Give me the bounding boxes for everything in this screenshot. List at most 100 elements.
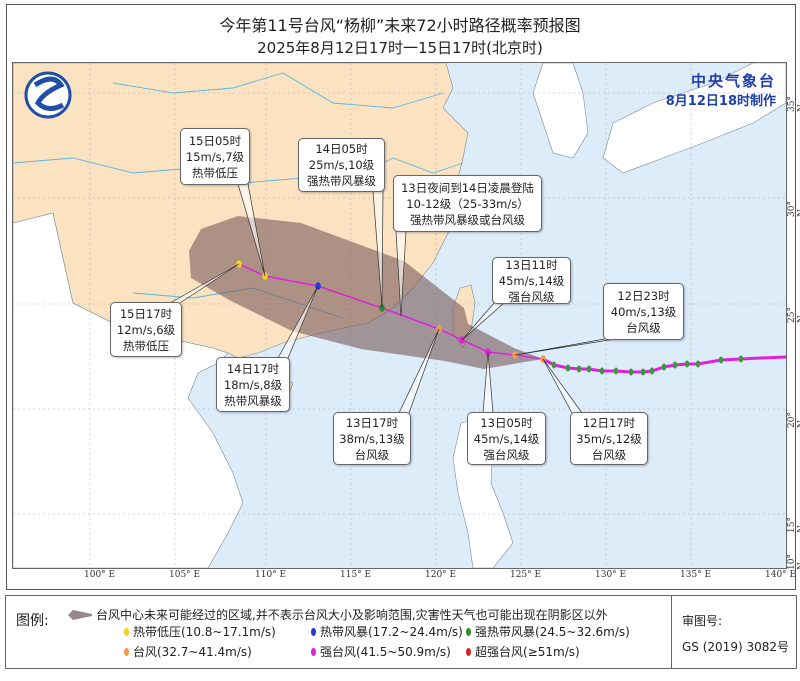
legend-dot-icon — [466, 627, 471, 636]
track-label: 14日17时 18m/s,8级 热带风暴级 — [216, 357, 290, 412]
past-track-point — [613, 367, 619, 375]
track-label-wind: 12m/s,6级 — [116, 322, 176, 337]
longitude-label: 135° E — [680, 570, 712, 580]
track-label-wind: 38m/s,13级 — [339, 431, 405, 446]
legend-item: 热带风暴(17.2~24.4m/s) — [311, 623, 463, 640]
latitude-label: 35° N — [787, 96, 800, 112]
longitude-label: 140° E — [765, 570, 797, 580]
legend-item-label: 强台风(41.5~50.9m/s) — [320, 645, 451, 659]
legend-item: 超强台风(≥51m/s) — [466, 643, 580, 660]
legend-cone-text: 台风中心未来可能经过的区域,并不表示台风大小及影响范围,灾害性天气也可能出现在阴… — [96, 608, 608, 622]
past-track-point — [649, 367, 655, 375]
track-label-wind: 40m/s,13级 — [610, 304, 677, 319]
legend-item: 强台风(41.5~50.9m/s) — [311, 643, 451, 660]
track-label-time: 12日17时 — [582, 415, 636, 430]
past-track-point — [599, 367, 605, 375]
label-pointer — [372, 190, 384, 309]
past-track-point — [565, 364, 571, 372]
korea-land — [532, 63, 589, 159]
label-pointer — [237, 183, 266, 277]
label-pointer — [277, 285, 319, 359]
past-track-point — [661, 363, 667, 371]
label-pointers — [169, 183, 616, 414]
latitude-label: 10° N — [787, 554, 800, 570]
latitude-label: 30° N — [787, 201, 800, 217]
legend-dot-icon — [124, 627, 129, 636]
legend: 图例: 台风中心未来可能经过的区域,并不表示台风大小及影响范围,灾害性天气也可能… — [5, 595, 797, 669]
latitude-label: 25° N — [787, 307, 800, 323]
legend-item-label: 强热带风暴(24.5~32.6m/s) — [475, 625, 630, 639]
legend-item-label: 热带风暴(17.2~24.4m/s) — [320, 625, 463, 639]
track-label: 13日05时 45m/s,14级 强台风级 — [467, 412, 546, 465]
track-label-level: 热带低压 — [123, 338, 169, 353]
legend-heading: 图例: — [16, 613, 49, 629]
map-canvas — [13, 63, 786, 568]
track-label-time: 14日17时 — [226, 361, 280, 376]
past-track-point — [695, 360, 701, 368]
track-label-wind: 45m/s,14级 — [473, 431, 540, 446]
track-label: 14日05时 25m/s,10级 强热带风暴级 — [298, 138, 385, 192]
track-label: 13日11时 45m/s,14级 强台风级 — [492, 257, 571, 304]
track-label: 12日17时 35m/s,12级 台风级 — [570, 412, 648, 465]
approval-number: GS (2019) 3082号 — [682, 640, 789, 654]
label-pointer — [169, 263, 240, 304]
legend-cone: 台风中心未来可能经过的区域,并不表示台风大小及影响范围,灾害性天气也可能出现在阴… — [68, 606, 608, 623]
longitude-label: 100° E — [84, 570, 116, 580]
past-track-point — [684, 360, 690, 368]
past-track-point — [628, 368, 634, 376]
legend-dot-icon — [466, 647, 471, 656]
track-label-wind: 35m/s,12级 — [576, 431, 642, 446]
cma-logo — [24, 71, 72, 119]
past-track-point — [576, 365, 582, 373]
legend-item: 台风(32.7~41.4m/s) — [124, 643, 252, 660]
track-label-wind: 45m/s,14级 — [498, 273, 565, 288]
track-label: 13日17时 38m/s,13级 台风级 — [333, 412, 411, 465]
track-label-time: 15日05时 — [188, 133, 242, 148]
track-label-level: 台风级 — [591, 447, 627, 462]
longitude-label: 115° E — [340, 570, 372, 580]
track-label-level: 台风级 — [626, 320, 661, 335]
agency-name: 中央气象台 — [690, 72, 776, 90]
past-track-point — [586, 365, 592, 373]
frame — [6, 4, 796, 590]
longitude-label: 110° E — [255, 570, 287, 580]
longitude-label: 120° E — [425, 570, 457, 580]
track-label-level: 强台风级 — [483, 447, 530, 462]
legend-item-label: 台风(32.7~41.4m/s) — [133, 645, 252, 659]
past-track-point — [640, 368, 646, 376]
legend-dot-icon — [124, 647, 129, 656]
track-label-time: 13日17时 — [345, 415, 399, 430]
track-label-time: 14日05时 — [315, 142, 368, 156]
legend-item: 强热带风暴(24.5~32.6m/s) — [466, 623, 630, 640]
cone-swatch-icon — [68, 609, 92, 620]
legend-item-label: 热带低压(10.8~17.1m/s) — [133, 625, 276, 639]
legend-dot-icon — [311, 647, 316, 656]
map-subtitle: 2025年8月12日17时一15日17时(北京时) — [257, 39, 543, 57]
track-label-level: 热带低压 — [192, 165, 238, 180]
past-track-point — [718, 356, 724, 364]
track-label-time: 13日11时 — [505, 257, 558, 272]
track-label-time: 13日夜间到14日凌晨登陆 — [401, 180, 534, 195]
label-pointer — [398, 328, 440, 414]
latitude-label: 15° N — [787, 517, 800, 533]
cone-area — [189, 216, 543, 369]
track-label: 15日05时 15m/s,7级 热带低压 — [180, 128, 250, 185]
probability-cone — [189, 216, 543, 369]
track-label-time: 12日23时 — [617, 288, 670, 303]
past-track-point — [672, 361, 678, 369]
label-pointer — [542, 358, 583, 414]
track-label-level: 强热带风暴级或台风级 — [410, 212, 525, 227]
longitude-label: 105° E — [169, 570, 201, 580]
label-pointer — [395, 230, 407, 317]
map-area — [12, 62, 787, 569]
latitude-label: 20° N — [787, 412, 800, 428]
longitude-label: 130° E — [595, 570, 627, 580]
past-track-point — [738, 355, 744, 363]
track-label-level: 强台风级 — [508, 289, 555, 304]
track-label-wind: 18m/s,8级 — [223, 377, 283, 392]
other-land — [13, 63, 786, 568]
legend-dot-icon — [311, 627, 316, 636]
track-label: 12日23时 40m/s,13级 台风级 — [603, 283, 684, 340]
label-pointer — [482, 351, 494, 414]
